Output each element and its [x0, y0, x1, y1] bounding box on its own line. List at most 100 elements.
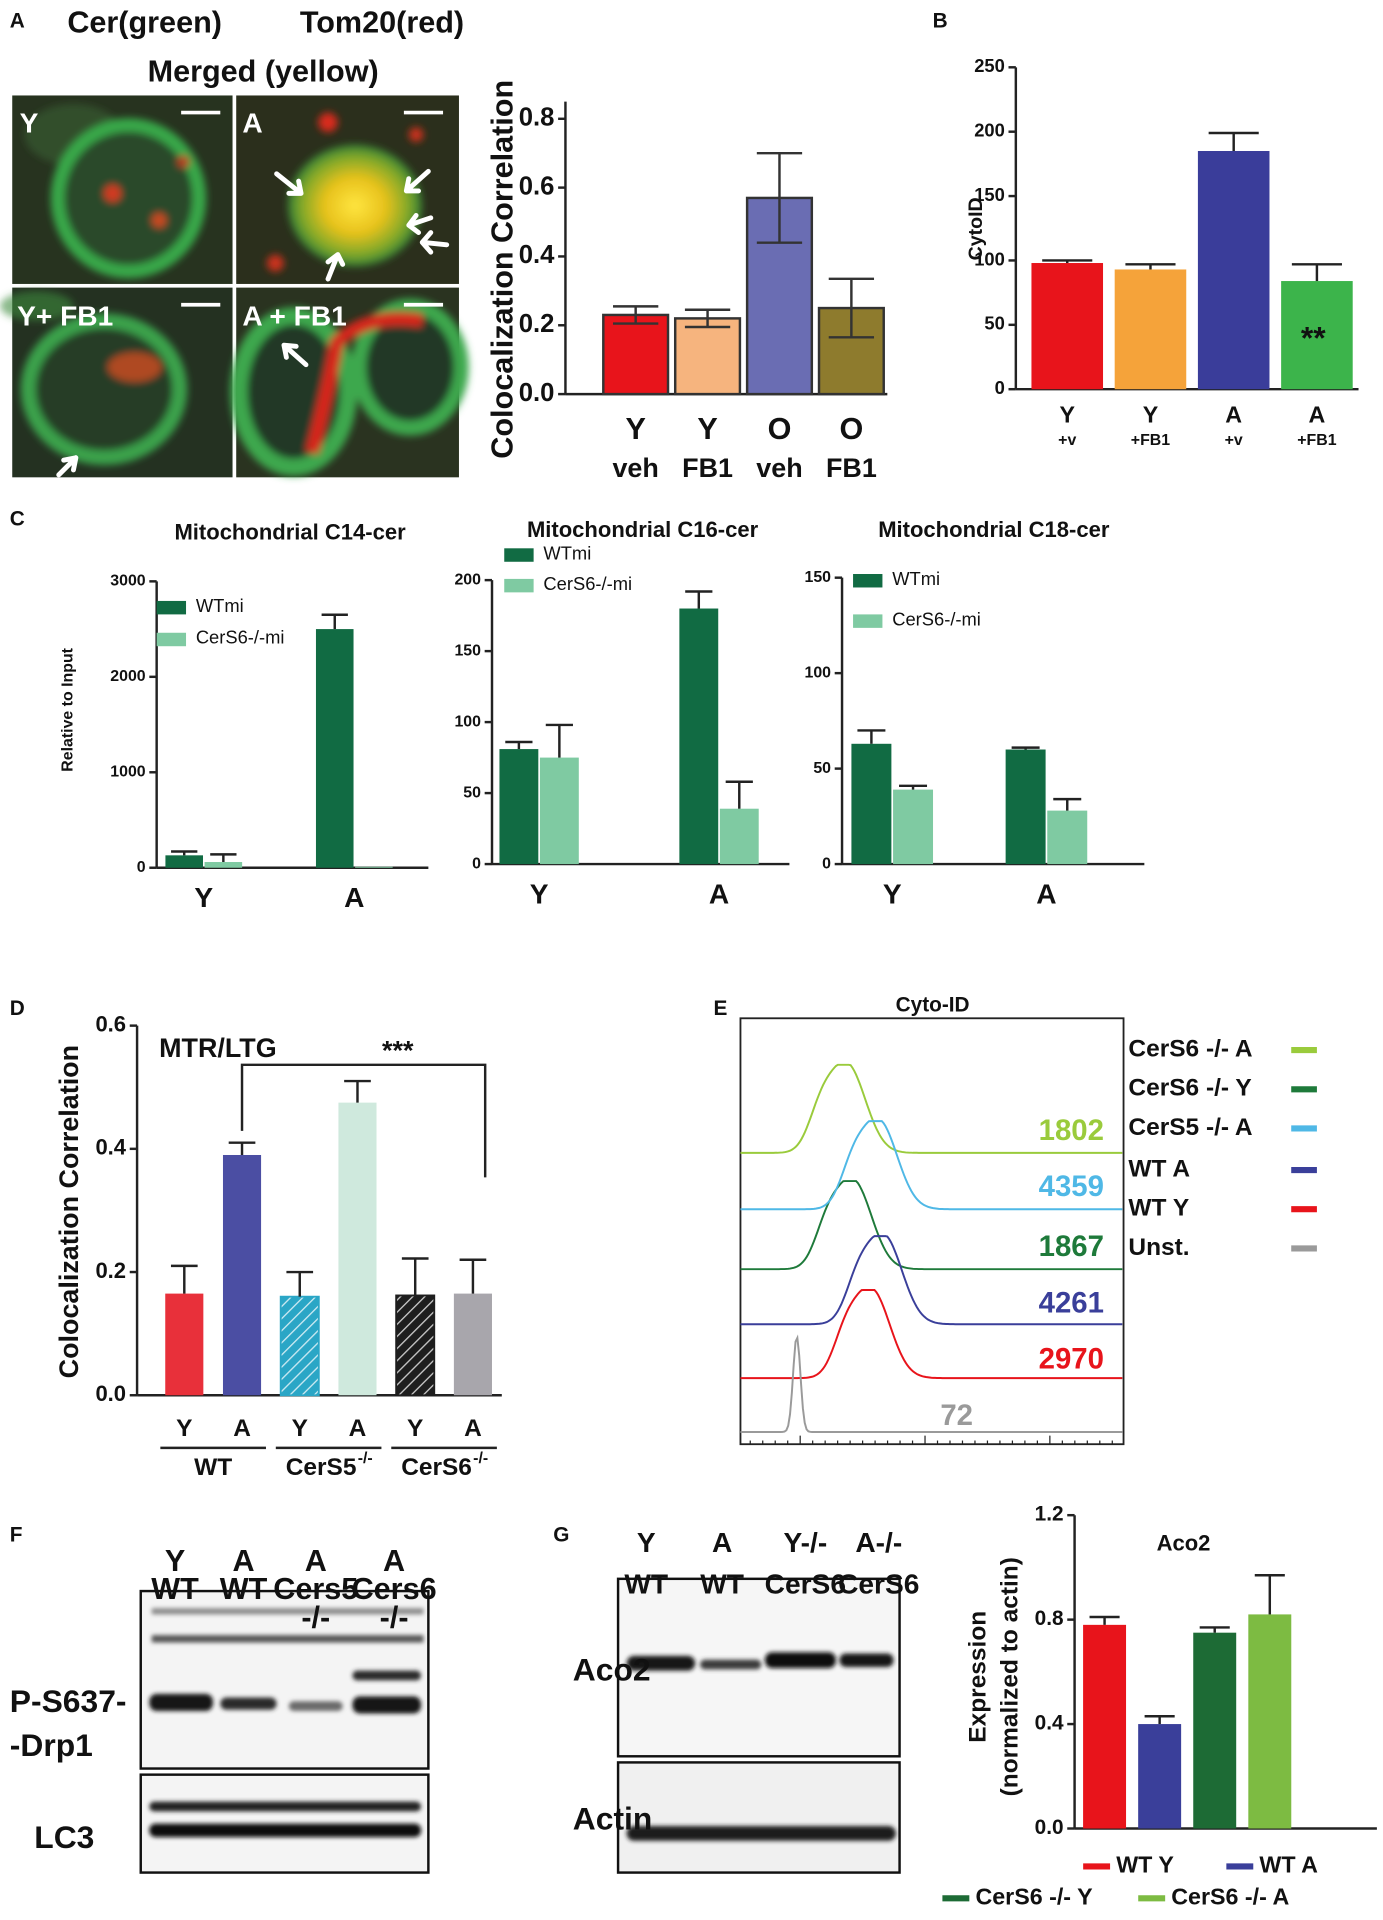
panel-label: D: [10, 997, 25, 1020]
legend-swatch: [853, 574, 883, 588]
x-tick-label: Y: [625, 412, 645, 446]
y-tick-label: 150: [804, 569, 831, 586]
y-tick-label: 200: [974, 120, 1005, 141]
arrow: [403, 168, 431, 194]
blot-column-label: CerS6: [765, 1569, 846, 1600]
y-tick-label: 0.4: [519, 241, 555, 269]
legend-swatch: [156, 632, 187, 647]
arrows: [56, 168, 450, 478]
band: [149, 1693, 213, 1712]
y-tick-label: 250: [974, 55, 1005, 76]
blot-column-label: CerS6: [838, 1569, 919, 1600]
blot-column-label: Y: [165, 1544, 185, 1578]
y-tick-label: 0.0: [95, 1381, 126, 1406]
bar: [338, 1102, 377, 1396]
blot-frame: [139, 1773, 430, 1874]
legend-label: CerS5 -/- A: [1128, 1114, 1253, 1141]
micrograph-header: Merged (yellow): [148, 55, 379, 89]
x-subcategory-label: FB1: [682, 453, 733, 483]
chart-title: Mitochondrial C14-cer: [174, 519, 406, 544]
plot-frame: [739, 1017, 1125, 1446]
x-subcategory-label: +FB1: [1297, 432, 1336, 449]
y-axis-label: CytoID: [965, 197, 987, 260]
y-tick-label: 0.2: [95, 1258, 126, 1283]
band: [151, 1608, 424, 1615]
y-tick-label: 0: [137, 859, 146, 876]
y-tick-label: 0.4: [95, 1135, 126, 1160]
band: [220, 1697, 277, 1710]
x-subcategory-label: +FB1: [1131, 432, 1170, 449]
spot: [318, 112, 338, 133]
micrograph-header: Tom20(red): [300, 6, 464, 40]
legend-label: CerS6 -/- A: [1171, 1883, 1289, 1909]
x-tick-label: Y: [697, 412, 717, 446]
arrow: [56, 455, 79, 478]
panel-label: A: [10, 10, 25, 33]
band: [149, 1801, 422, 1812]
y-tick-label: 100: [804, 664, 831, 681]
value-label: 1867: [1039, 1230, 1104, 1263]
histogram-curve: [740, 1063, 1123, 1154]
band: [352, 1670, 422, 1681]
y-tick-label: 100: [974, 248, 1005, 269]
legend-label: CerS6 -/- Y: [1128, 1075, 1251, 1102]
y-tick-label: 150: [454, 642, 481, 659]
scale-bars: [181, 110, 444, 307]
blot-column-label: Y-/-: [783, 1527, 827, 1558]
legend-swatch: [504, 578, 534, 593]
arrow: [325, 252, 346, 282]
y-tick-label: 0: [472, 855, 481, 872]
blot-column-label: WT: [700, 1569, 744, 1600]
bar: [1005, 749, 1046, 865]
quadrant-label: Y+ FB1: [17, 301, 113, 332]
blot-row-label: Aco2: [573, 1651, 651, 1687]
y-tick-label: 1000: [110, 763, 146, 780]
x-tick-label: Y: [292, 1415, 308, 1442]
blot-column-label: Y: [637, 1527, 656, 1558]
y-axis-label: Colocalization Correlation: [485, 80, 519, 459]
y-tick-label: 100: [454, 713, 481, 730]
blot-column-label: A: [383, 1544, 405, 1578]
blot-row-label: -Drp1: [10, 1727, 93, 1763]
value-label: 4261: [1039, 1286, 1104, 1319]
legend-label: WT A: [1259, 1852, 1318, 1878]
y-tick-label: 0: [822, 855, 831, 872]
band: [626, 1655, 696, 1671]
blot-column-label: Cers6: [352, 1572, 437, 1606]
legend-label: WT Y: [1128, 1195, 1189, 1222]
arrow: [274, 171, 304, 196]
blot-column-label: -/-: [301, 1600, 330, 1634]
blot-frame: [616, 1761, 901, 1874]
legend-label: WT A: [1128, 1156, 1190, 1183]
x-tick-label: A: [709, 878, 729, 909]
bar: [602, 313, 670, 396]
bar: [1031, 263, 1104, 390]
blots: [139, 1577, 901, 1874]
chart-title: Mitochondrial C16-cer: [527, 517, 759, 542]
y-tick-label: 0.8: [1035, 1607, 1064, 1630]
histogram-curve: [740, 1120, 1123, 1211]
blot-row-label: Actin: [573, 1801, 653, 1837]
y-tick-label: 3000: [110, 573, 146, 590]
x-subcategory-label: FB1: [826, 453, 877, 483]
legend-label: WT Y: [1116, 1852, 1174, 1878]
x-tick-label: A: [464, 1415, 482, 1442]
panel-label: F: [10, 1523, 23, 1546]
blot-column-label: A: [305, 1544, 327, 1578]
legend-swatch: [853, 614, 883, 628]
band: [839, 1653, 894, 1667]
legend-label: CerS6-/-mi: [543, 573, 632, 594]
spot: [104, 184, 122, 202]
y-axis-label: Colocalization Correlation: [54, 1045, 84, 1378]
bar: [222, 1154, 262, 1396]
group-label-sup: -/-: [473, 1450, 488, 1467]
bar: [1138, 1724, 1182, 1829]
bar: [1248, 1614, 1292, 1829]
group-label: WT: [194, 1454, 232, 1481]
y-tick-label: 50: [463, 784, 481, 801]
x-tick-label: A: [344, 882, 364, 913]
y-axis-label: Relative to Input: [60, 647, 77, 771]
significance: ***: [382, 1036, 414, 1066]
legend-label: CerS6-/-mi: [892, 608, 981, 629]
